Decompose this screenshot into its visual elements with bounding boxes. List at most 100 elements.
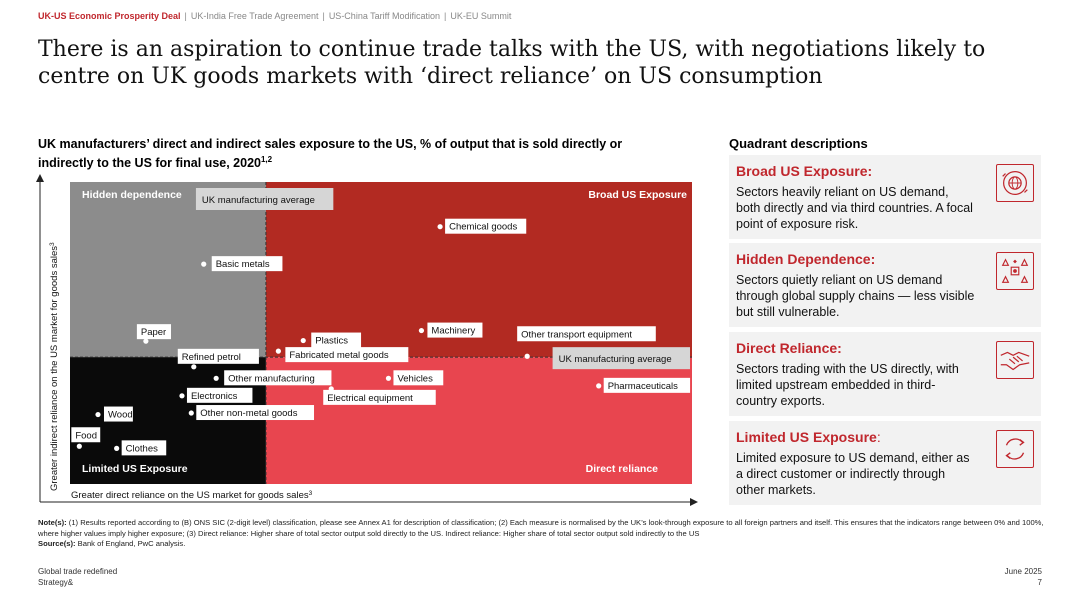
point-clothes bbox=[114, 445, 120, 451]
point-label-box-refined-petrol bbox=[177, 348, 259, 364]
avg-label-x-box bbox=[195, 188, 334, 210]
point-label-box-fabricated-metal-goods bbox=[285, 347, 409, 363]
point-label-box-food bbox=[71, 427, 101, 443]
notes-label: Note(s): bbox=[38, 518, 67, 527]
desc-name-broad: Broad US Exposure: bbox=[736, 163, 873, 179]
chart-title-superscript: 1,2 bbox=[260, 155, 273, 164]
avg-label-y: UK manufacturing average bbox=[559, 354, 672, 365]
point-label-box-basic-metals bbox=[211, 256, 283, 272]
desc-text-limited: Limited exposure to US demand, either as… bbox=[736, 451, 970, 497]
chart-title: UK manufacturers’ direct and indirect sa… bbox=[38, 136, 678, 171]
point-label-paper: Paper bbox=[141, 327, 166, 338]
footer-left: Global trade redefined Strategy& bbox=[38, 566, 117, 588]
x-axis-label-text: Greater direct reliance on the US market… bbox=[71, 490, 309, 501]
point-label-box-chemical-goods bbox=[445, 218, 527, 234]
notes: Note(s): (1) Results reported according … bbox=[38, 518, 1048, 550]
point-label-box-other-manufacturing bbox=[224, 370, 332, 386]
point-label-pharmaceuticals: Pharmaceuticals bbox=[608, 381, 678, 392]
point-label-other-non-metal-goods: Other non-metal goods bbox=[200, 408, 297, 419]
point-label-basic-metals: Basic metals bbox=[216, 259, 270, 270]
point-vehicles bbox=[385, 375, 392, 381]
point-label-fabricated-metal-goods: Fabricated metal goods bbox=[289, 350, 389, 361]
desc-card-limited: Limited US Exposure: Limited exposure to… bbox=[729, 421, 1041, 505]
point-fabricated-metal-goods bbox=[275, 348, 281, 354]
avg-label-y-box bbox=[552, 347, 690, 370]
point-food bbox=[76, 443, 82, 449]
desc-name-limited: Limited US Exposure: bbox=[736, 429, 881, 445]
footer-report-title: Global trade redefined bbox=[38, 567, 118, 576]
point-other-transport-equipment bbox=[524, 353, 530, 359]
scatter-chart: Hidden dependence Broad US Exposure Limite… bbox=[36, 174, 698, 506]
point-machinery bbox=[418, 327, 425, 334]
y-axis-label-sup: 3 bbox=[49, 242, 56, 246]
point-label-chemical-goods: Chemical goods bbox=[449, 222, 517, 233]
breadcrumb-item-uk-india[interactable]: UK-India Free Trade Agreement bbox=[190, 11, 319, 21]
desc-name-limited-text: Limited US Exposure bbox=[736, 429, 877, 445]
point-label-refined-petrol: Refined petrol bbox=[182, 352, 241, 363]
desc-card-broad: Broad US Exposure: Sectors heavily relia… bbox=[729, 155, 1041, 239]
handshake-icon bbox=[996, 341, 1034, 379]
y-axis-label: Greater indirect reliance on the US mark… bbox=[49, 242, 60, 491]
shapes-network-icon bbox=[996, 252, 1034, 290]
chart-title-text: UK manufacturers’ direct and indirect sa… bbox=[38, 137, 623, 171]
source-text: Bank of England, PwC analysis. bbox=[75, 539, 186, 548]
desc-name-direct: Direct Reliance: bbox=[736, 340, 842, 356]
point-label-wood: Wood bbox=[108, 410, 133, 421]
quadrant-label-broad-exposure: Broad US Exposure bbox=[588, 189, 687, 201]
point-label-food: Food bbox=[75, 430, 97, 441]
quadrant-label-limited-exposure: Limited US Exposure bbox=[82, 463, 188, 475]
source-line: Source(s): Bank of England, PwC analysis… bbox=[38, 539, 1048, 550]
breadcrumb-item-uk-eu[interactable]: UK-EU Summit bbox=[450, 11, 512, 21]
page-number: 7 bbox=[1037, 578, 1042, 587]
footer-date: June 2025 bbox=[1004, 567, 1042, 576]
point-label-vehicles: Vehicles bbox=[397, 373, 433, 384]
quadrant-label-hidden-dependence: Hidden dependence bbox=[82, 189, 182, 201]
point-label-electronics: Electronics bbox=[191, 391, 238, 402]
point-electronics bbox=[179, 393, 185, 399]
avg-label-x: UK manufacturing average bbox=[202, 195, 315, 206]
desc-name-limited-suffix: : bbox=[876, 429, 881, 445]
x-axis-label-sup: 3 bbox=[309, 490, 313, 497]
quadrant-label-direct-reliance: Direct reliance bbox=[586, 463, 659, 475]
quadrant-descriptions-heading: Quadrant descriptions bbox=[729, 136, 868, 151]
point-other-non-metal-goods bbox=[188, 410, 194, 416]
breadcrumb-item-uk-us[interactable]: UK-US Economic Prosperity Deal bbox=[38, 11, 181, 21]
breadcrumb-item-us-china[interactable]: US-China Tariff Modification bbox=[328, 11, 441, 21]
point-label-box-other-transport-equipment bbox=[517, 326, 656, 342]
point-pharmaceuticals bbox=[596, 383, 602, 389]
y-axis-label-text: Greater indirect reliance on the US mark… bbox=[49, 246, 60, 491]
point-label-box-machinery bbox=[427, 322, 483, 338]
point-label-machinery: Machinery bbox=[431, 326, 475, 337]
notes-text: (1) Results reported according to (B) ON… bbox=[38, 518, 1044, 538]
point-label-box-electrical-equipment bbox=[323, 389, 436, 405]
point-chemical-goods bbox=[437, 224, 443, 230]
point-label-other-manufacturing: Other manufacturing bbox=[228, 373, 315, 384]
desc-text-hidden: Sectors quietly reliant on US demand thr… bbox=[736, 273, 975, 319]
point-refined-petrol bbox=[191, 364, 197, 370]
desc-text-broad: Sectors heavily reliant on US demand, bo… bbox=[736, 185, 973, 231]
point-basic-metals bbox=[201, 261, 207, 267]
x-axis-label: Greater direct reliance on the US market… bbox=[71, 490, 313, 501]
point-paper bbox=[143, 338, 149, 344]
breadcrumb: UK-US Economic Prosperity Deal | UK-India … bbox=[38, 11, 512, 21]
desc-card-hidden: Hidden Dependence: Sectors quietly relia… bbox=[729, 243, 1041, 327]
desc-text-direct: Sectors trading with the US directly, wi… bbox=[736, 362, 959, 408]
source-label: Source(s): bbox=[38, 539, 76, 548]
cycle-arrows-icon bbox=[996, 430, 1034, 468]
footer-right: June 2025 7 bbox=[1005, 566, 1042, 588]
desc-name-hidden: Hidden Dependence: bbox=[736, 251, 876, 267]
point-wood bbox=[95, 411, 101, 418]
point-label-box-electronics bbox=[186, 387, 253, 403]
point-label-box-other-non-metal-goods bbox=[196, 405, 315, 421]
point-label-box-clothes bbox=[121, 440, 167, 456]
globe-target-icon bbox=[996, 164, 1034, 202]
desc-card-direct: Direct Reliance: Sectors trading with th… bbox=[729, 332, 1041, 416]
point-label-box-plastics bbox=[311, 332, 362, 348]
point-label-other-transport-equipment: Other transport equipment bbox=[521, 329, 632, 340]
point-label-box-paper bbox=[136, 324, 172, 340]
footer-brand: Strategy& bbox=[38, 578, 74, 587]
point-other-manufacturing bbox=[213, 375, 219, 381]
page-title: There is an aspiration to continue trade… bbox=[38, 37, 986, 89]
point-label-box-pharmaceuticals bbox=[603, 377, 691, 393]
point-label-box-vehicles bbox=[393, 370, 444, 386]
